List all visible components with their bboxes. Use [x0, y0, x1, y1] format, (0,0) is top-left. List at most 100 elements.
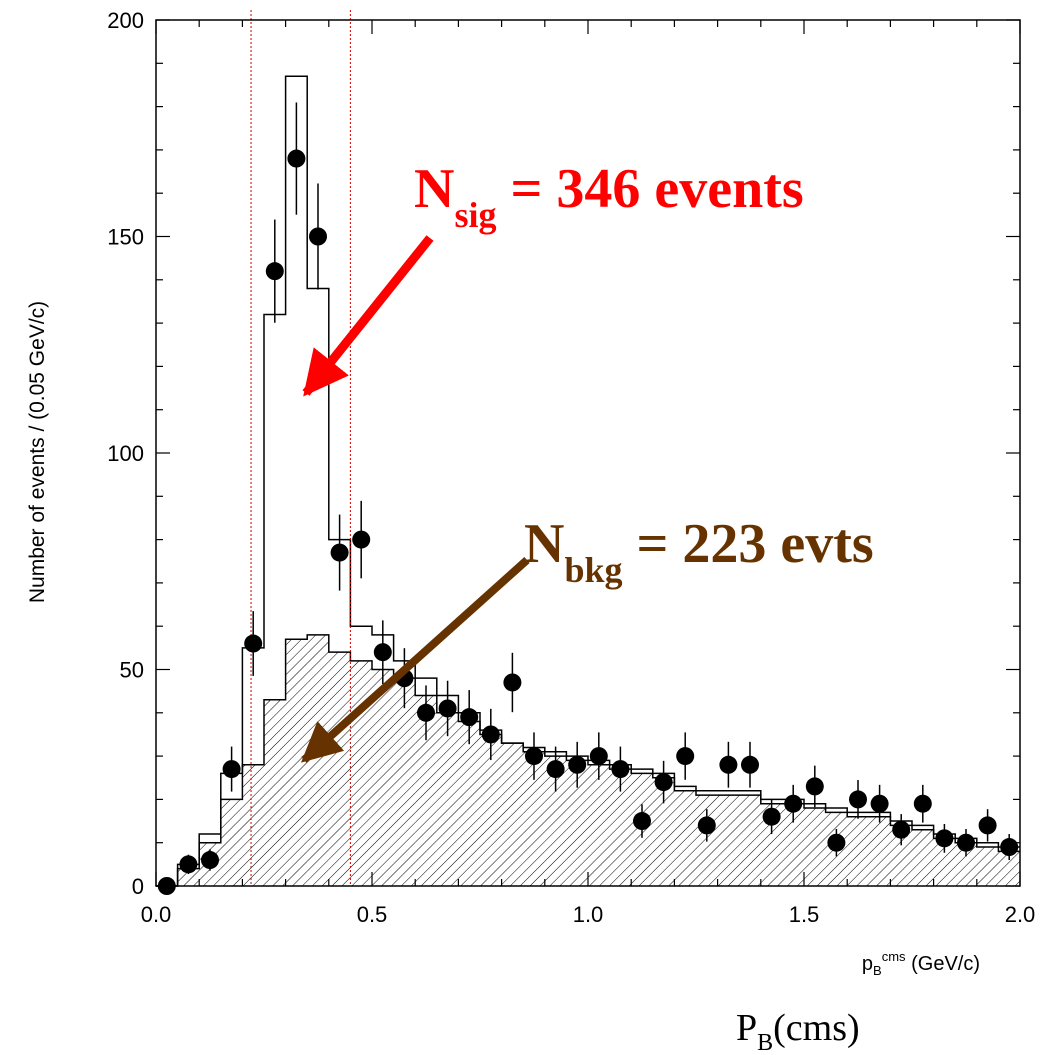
background-bin — [415, 695, 437, 886]
data-marker — [654, 773, 673, 792]
background-bin — [566, 760, 588, 886]
background-bin — [350, 660, 372, 886]
data-point — [676, 732, 695, 780]
x-tick-label: 0.5 — [357, 902, 388, 927]
data-point — [741, 741, 759, 788]
data-point — [287, 102, 306, 215]
y-tick-label: 0 — [132, 874, 144, 899]
data-point — [611, 746, 630, 792]
data-point — [330, 514, 349, 591]
data-marker — [611, 760, 630, 779]
signal-yield-annotation: Nsig = 346 events — [414, 158, 804, 235]
background-bin — [912, 829, 934, 886]
data-point — [805, 765, 824, 808]
data-marker — [503, 673, 522, 692]
data-point — [481, 708, 500, 761]
data-marker — [589, 747, 608, 766]
background-bin — [847, 816, 869, 886]
data-marker — [330, 543, 349, 562]
data-point — [352, 500, 371, 579]
data-point — [568, 741, 587, 788]
data-marker — [546, 760, 565, 779]
background-bin — [242, 764, 264, 886]
data-marker — [935, 829, 954, 848]
background-bin — [523, 751, 545, 886]
x-tick-label: 1.0 — [573, 902, 604, 927]
data-point — [827, 829, 846, 857]
x-tick-label: 0.0 — [141, 902, 172, 927]
data-point — [201, 849, 219, 871]
background-yield-annotation: Nbkg = 223 evts — [524, 513, 874, 590]
background-bin — [609, 769, 632, 886]
background-bin — [328, 652, 351, 886]
data-point — [503, 652, 522, 713]
data-point — [222, 746, 241, 792]
data-point — [870, 784, 889, 823]
data-marker — [265, 262, 284, 281]
data-point — [654, 760, 673, 804]
background-arrow — [301, 557, 530, 763]
data-marker — [352, 530, 371, 549]
data-marker — [309, 227, 327, 246]
data-marker — [525, 747, 543, 766]
data-point — [265, 219, 284, 323]
data-marker — [244, 634, 263, 653]
data-marker — [481, 725, 500, 744]
y-tick-label: 150 — [107, 225, 144, 250]
data-marker — [719, 755, 738, 774]
data-point — [978, 809, 997, 842]
data-point — [373, 620, 392, 684]
data-point — [849, 780, 867, 819]
y-tick-label: 100 — [107, 441, 144, 466]
y-tick-labels: 0 50 100 150 200 — [107, 8, 144, 899]
data-point — [913, 784, 932, 823]
data-point — [957, 829, 975, 857]
data-marker — [287, 149, 306, 168]
data-marker — [827, 833, 846, 852]
data-marker — [892, 820, 911, 839]
data-marker — [870, 794, 889, 813]
data-point — [784, 784, 803, 823]
x-tick-label: 1.5 — [789, 902, 820, 927]
data-marker — [460, 708, 479, 727]
background-bin — [868, 816, 891, 886]
data-marker — [849, 790, 867, 809]
background-bin — [782, 803, 804, 886]
data-point — [546, 746, 565, 792]
background-bin — [264, 699, 286, 886]
background-bin — [307, 634, 329, 886]
background-bin — [674, 790, 696, 886]
data-point — [762, 799, 781, 835]
data-marker — [978, 816, 997, 835]
background-bin — [501, 743, 524, 886]
background-bin — [890, 825, 912, 886]
background-bin — [458, 721, 480, 886]
data-marker — [633, 812, 651, 831]
background-bin — [220, 799, 243, 886]
background-bin — [372, 669, 394, 886]
background-bin — [177, 868, 200, 886]
background-bin — [436, 712, 459, 886]
background-bin — [955, 842, 977, 886]
data-point — [697, 809, 716, 842]
data-point — [244, 611, 263, 676]
data-point — [719, 741, 738, 788]
background-bin — [652, 777, 675, 886]
data-marker — [913, 794, 932, 813]
data-point — [179, 854, 198, 875]
data-marker — [179, 855, 198, 874]
background-bin — [804, 808, 826, 886]
data-point — [633, 804, 651, 838]
background-bin — [976, 847, 999, 886]
axis-ticks — [155, 19, 1021, 887]
data-point — [460, 690, 479, 745]
data-marker — [957, 833, 975, 852]
background-bin — [739, 795, 761, 886]
background-bin — [588, 764, 610, 886]
data-point — [892, 814, 911, 846]
background-bin — [544, 756, 567, 886]
background-bin — [285, 639, 308, 886]
y-tick-label: 50 — [120, 658, 144, 683]
x-tick-labels: 0.0 0.5 1.0 1.5 2.0 — [141, 902, 1036, 927]
data-marker — [438, 699, 457, 718]
